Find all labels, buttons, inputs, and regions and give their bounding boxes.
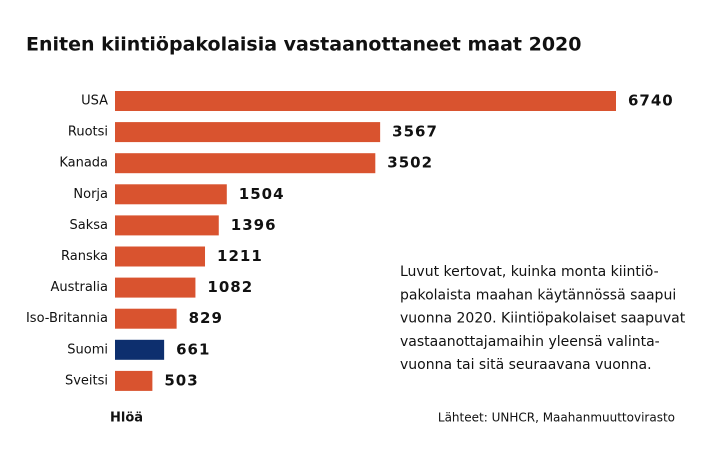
category-label: Iso-Britannia: [26, 311, 108, 326]
value-label: 503: [164, 371, 198, 389]
value-label: 1396: [231, 216, 277, 234]
note-line: pakolaista maahan käytännössä saapui: [400, 287, 676, 303]
category-label: Sveitsi: [65, 373, 108, 388]
category-label: Suomi: [67, 342, 108, 357]
bar: [115, 184, 227, 205]
bar: [115, 122, 381, 143]
chart-title: Eniten kiintiöpakolaisia vastaanottaneet…: [26, 34, 582, 56]
note-line: vuonna tai sitä seuraavana vuonna.: [400, 357, 652, 373]
note-line: Luvut kertovat, kuinka monta kiintiö-: [400, 264, 659, 280]
value-label: 3502: [387, 154, 433, 172]
bar: [115, 215, 219, 236]
category-label: Ranska: [61, 249, 108, 264]
value-label: 661: [176, 340, 210, 358]
bar: [115, 246, 206, 267]
value-label: 1504: [239, 185, 285, 203]
bar: [115, 370, 153, 391]
category-label: Australia: [50, 280, 108, 295]
category-label: Norja: [73, 187, 108, 202]
bar: [115, 277, 196, 298]
note-line: vastaanottajamaihin yleensä valinta-: [400, 334, 660, 350]
bar: [115, 308, 177, 329]
note-line: vuonna 2020. Kiintiöpakolaiset saapuvat: [400, 311, 686, 327]
category-label: Saksa: [70, 218, 109, 233]
bar: [115, 339, 165, 360]
category-label: USA: [81, 94, 108, 109]
category-label: Kanada: [59, 156, 108, 171]
bar: [115, 91, 616, 111]
value-label: 829: [189, 309, 223, 327]
value-label: 6740: [628, 92, 674, 110]
source: Lähteet: UNHCR, Maahanmuuttovirasto: [438, 411, 675, 425]
value-label: 1211: [217, 247, 263, 265]
bar: [115, 153, 376, 174]
value-label: 3567: [392, 123, 438, 141]
category-label: Ruotsi: [68, 125, 108, 140]
value-label: 1082: [207, 278, 253, 296]
unit-label: Hlöä: [110, 411, 143, 426]
